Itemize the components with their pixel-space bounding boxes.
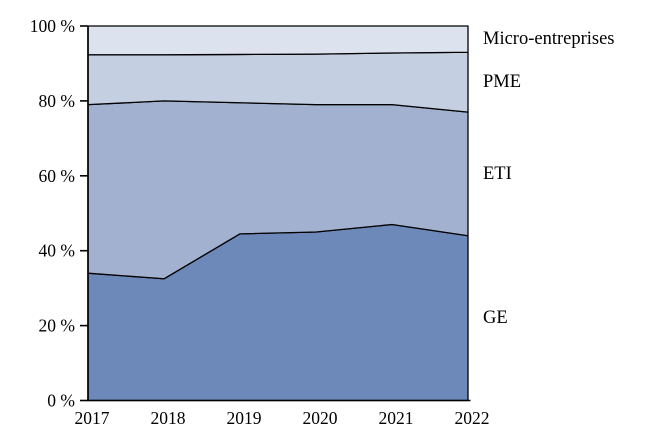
x-tick-label-2019: 2019 [227, 408, 262, 428]
x-tick-label-2022: 2022 [455, 408, 490, 428]
x-tick-label-2020: 2020 [303, 408, 338, 428]
y-tick-label-80: 80 % [39, 91, 75, 111]
x-tick-label-2021: 2021 [379, 408, 414, 428]
x-tick-label-2017: 2017 [75, 408, 110, 428]
x-tick-label-2018: 2018 [151, 408, 186, 428]
legend-label-ge: GE [483, 308, 508, 328]
legend-label-micro-entreprises: Micro-entreprises [483, 29, 615, 49]
y-tick-label-60: 60 % [39, 166, 75, 186]
y-tick-label-100: 100 % [30, 16, 75, 36]
legend-label-pme: PME [483, 72, 521, 92]
area-micro-entreprises [87, 25, 469, 56]
legend-label-eti: ETI [483, 164, 512, 184]
y-tick-label-0: 0 % [47, 391, 75, 411]
y-tick-label-20: 20 % [39, 316, 75, 336]
y-tick-label-40: 40 % [39, 241, 75, 261]
